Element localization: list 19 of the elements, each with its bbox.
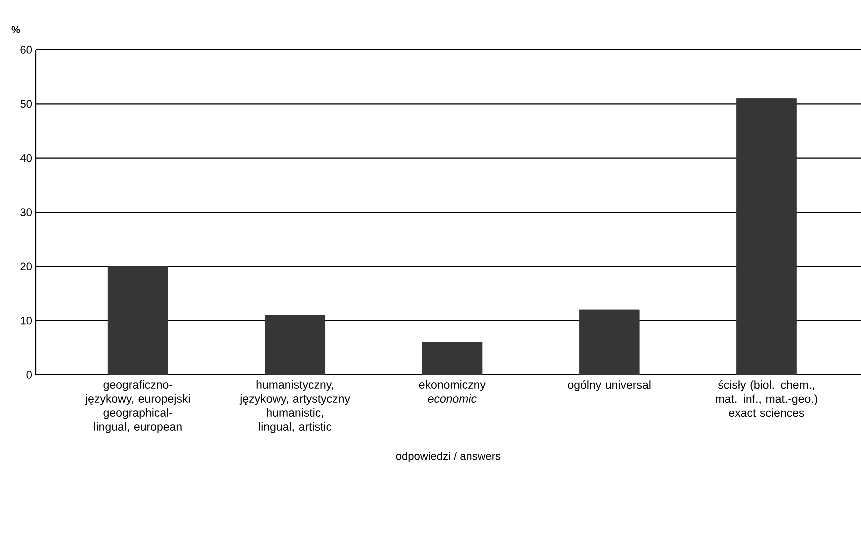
x-tick-label: ogólny universal: [568, 380, 651, 392]
x-tick-label: humanistyczny, językowy, artystyczny humanistic, lingual, artistic: [240, 380, 350, 434]
bar: [422, 342, 483, 375]
y-tick-label: 10: [21, 316, 32, 325]
bar: [736, 98, 797, 375]
x-axis-title: odpowiedzi / answers: [396, 452, 501, 462]
x-tick-label: ścisły (biol. chem., mat. inf., mat.-geo.) exact sciences: [716, 380, 818, 418]
bar: [579, 310, 640, 375]
x-tick-label: geograficzno-językowy, europejski geographical-lingual, european: [85, 380, 190, 434]
y-tick-label: 50: [20, 100, 32, 108]
y-axis-title: %: [12, 26, 20, 34]
y-tick-label: 30: [20, 208, 32, 216]
y-tick-label: 60: [20, 46, 32, 54]
bar: [265, 315, 326, 375]
bar: [108, 266, 168, 375]
y-tick-label: 20: [20, 262, 32, 271]
x-tick-label: ekonomiczny economic: [419, 380, 486, 403]
y-tick-label: 40: [20, 154, 32, 162]
y-tick-label: 0: [26, 371, 32, 379]
